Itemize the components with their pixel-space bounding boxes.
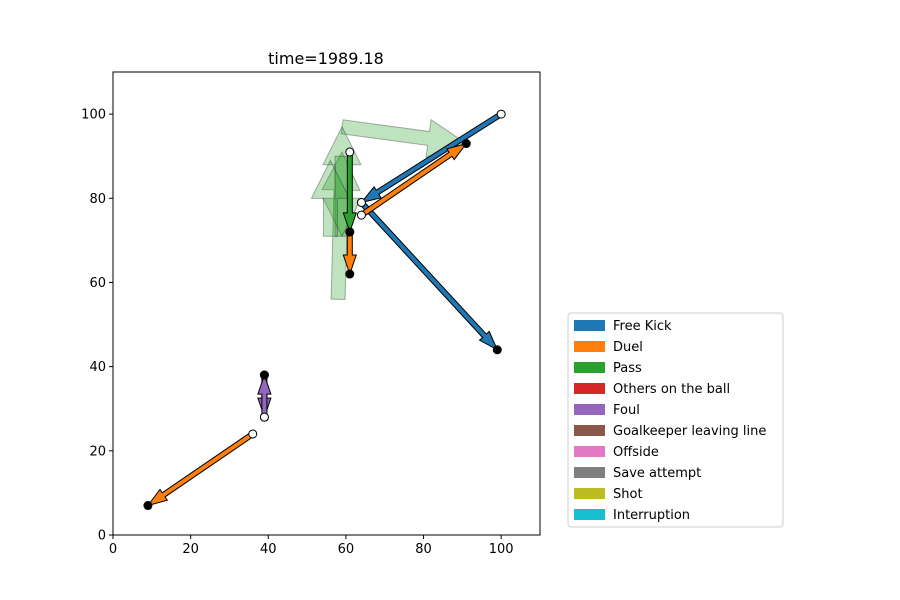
y-tick-label-3: 60	[89, 276, 106, 291]
legend-swatch-5	[574, 425, 605, 436]
event-arrow-1	[358, 200, 499, 351]
event-end-marker-4	[345, 227, 355, 237]
legend: Free Kick Duel Pass Others on the ball Foul G…	[567, 312, 784, 528]
legend-label-8: Shot	[613, 487, 643, 502]
event-start-marker-2	[356, 210, 366, 220]
legend-label-1: Duel	[613, 340, 643, 355]
x-axis: 0 20 40 60 80 100	[109, 535, 514, 557]
axes-frame	[112, 71, 541, 536]
faded-event-arrow-4	[310, 159, 351, 237]
legend-label-9: Interruption	[613, 508, 690, 523]
event-arrow-3	[342, 231, 357, 276]
event-start-marker-7	[248, 429, 258, 439]
event-arrow-4	[342, 151, 357, 234]
event-end-marker-1	[492, 345, 502, 355]
x-tick-label-5: 100	[489, 542, 514, 557]
legend-swatch-0	[574, 320, 605, 331]
legend-label-7: Save attempt	[613, 466, 701, 481]
x-tick-label-0: 0	[109, 542, 117, 557]
legend-swatch-1	[574, 341, 605, 352]
event-arrow-7	[146, 431, 255, 507]
y-tick-label-1: 20	[89, 444, 106, 459]
event-arrow-6	[257, 373, 272, 418]
x-tick-label-3: 60	[338, 542, 355, 557]
legend-swatch-7	[574, 467, 605, 478]
legend-label-6: Offside	[613, 445, 659, 460]
event-end-marker-7	[143, 501, 153, 511]
legend-label-3: Others on the ball	[613, 382, 730, 397]
event-start-marker-6	[259, 412, 269, 422]
x-tick-label-4: 80	[415, 542, 432, 557]
event-end-marker-6	[259, 370, 269, 380]
x-tick-label-2: 40	[260, 542, 277, 557]
event-end-marker-2	[461, 139, 471, 149]
faded-event-arrow-0	[340, 118, 468, 159]
y-tick-label-5: 100	[81, 108, 106, 123]
legend-swatch-6	[574, 446, 605, 457]
y-tick-label-4: 80	[89, 192, 106, 207]
plot-area	[112, 71, 541, 536]
event-end-marker-3	[345, 269, 355, 279]
legend-swatch-4	[574, 404, 605, 415]
legend-swatch-8	[574, 488, 605, 499]
event-start-marker-0	[496, 109, 506, 119]
event-start-marker-4	[345, 147, 355, 157]
event-arrow-0	[360, 111, 504, 204]
legend-label-0: Free Kick	[613, 319, 672, 334]
legend-swatch-2	[574, 362, 605, 373]
legend-swatch-9	[574, 509, 605, 520]
y-tick-label-2: 40	[89, 360, 106, 375]
legend-label-5: Goalkeeper leaving line	[613, 424, 766, 439]
legend-frame	[567, 312, 784, 528]
event-arrow-2	[359, 142, 468, 218]
y-axis: 0 20 40 60 80 100	[81, 108, 113, 544]
legend-label-4: Foul	[613, 403, 640, 418]
chart-title: time=1989.18	[268, 49, 384, 68]
event-start-marker-1	[356, 197, 366, 207]
legend-label-2: Pass	[613, 361, 642, 376]
legend-swatch-3	[574, 383, 605, 394]
y-tick-label-0: 0	[98, 529, 106, 544]
x-tick-label-1: 20	[182, 542, 199, 557]
